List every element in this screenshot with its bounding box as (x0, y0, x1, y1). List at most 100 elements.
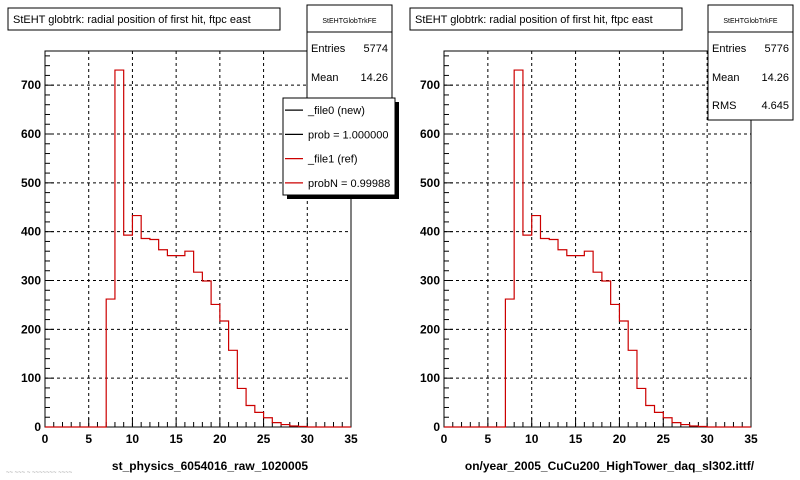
histogram-bin (611, 304, 620, 427)
x-tick-label: 25 (657, 432, 671, 446)
y-tick-label: 300 (21, 274, 41, 288)
histogram-bin (176, 256, 185, 427)
histogram-bin (132, 216, 141, 427)
y-tick-label: 500 (21, 176, 41, 190)
histogram-bin (663, 418, 672, 427)
x-tick-label: 25 (257, 432, 271, 446)
chart-panel-2: 0 5 10 15 20 25 30 35 0 100 200 300 400 500 600 700 StEH… (409, 4, 794, 473)
histogram-bin (540, 239, 549, 427)
histogram-bin (655, 412, 664, 427)
histogram-bin (141, 239, 150, 427)
histogram-bin (593, 272, 602, 427)
histogram-bin (532, 216, 541, 427)
x-tick-label: 15 (569, 432, 583, 446)
histogram-bin (246, 406, 255, 427)
stats-value: 14.26 (761, 72, 789, 84)
stats-box (306, 4, 393, 101)
histogram-bin-line (45, 69, 351, 428)
histogram-bin (523, 235, 532, 427)
histogram-bin (202, 281, 211, 427)
legend-entry-label: _file0 (new) (307, 105, 365, 117)
stats-title: StEHTGlobTrkFE (723, 18, 778, 25)
y-tick-label: 200 (21, 322, 41, 336)
legend-box (282, 97, 396, 196)
y-tick-label: 400 (21, 225, 41, 239)
histogram-bin-line (444, 69, 751, 428)
chart-title: StEHT globtrk: radial position of first … (415, 14, 653, 26)
y-tick-label: 300 (420, 274, 440, 288)
histogram-bin (558, 250, 567, 427)
x-tick-label: 0 (42, 432, 49, 446)
histogram-bin (514, 70, 523, 427)
y-tick-label: 600 (420, 127, 440, 141)
stats-value: 4.645 (761, 100, 789, 112)
histogram-bin (619, 321, 628, 427)
title-box (409, 7, 683, 31)
histogram-bin (681, 425, 690, 427)
x-tick-label: 20 (213, 432, 227, 446)
x-tick-label: 5 (85, 432, 92, 446)
stats-title: StEHTGlobTrkFE (322, 18, 377, 25)
histogram-bin (281, 425, 290, 427)
histogram-bin (637, 388, 646, 427)
stats-label: Mean (311, 72, 339, 84)
legend-entry-label: prob = 1.000000 (308, 129, 388, 141)
histogram-bin (602, 281, 611, 427)
y-tick-label: 700 (21, 78, 41, 92)
x-tick-label: 5 (485, 432, 492, 446)
stats-label: Entries (712, 43, 747, 55)
histogram-bin (272, 423, 281, 427)
y-tick-label: 500 (420, 176, 440, 190)
stats-label: Entries (311, 43, 346, 55)
y-tick-label: 0 (433, 420, 440, 434)
x-axis-label: st_physics_6054016_raw_1020005 (112, 459, 308, 473)
plot-frame (443, 50, 752, 428)
histogram-bin (584, 251, 593, 427)
histogram-bin (220, 321, 229, 427)
stats-value: 5774 (364, 43, 388, 55)
y-tick-label: 700 (420, 78, 440, 92)
y-tick-label: 200 (420, 322, 440, 336)
y-tick-label: 600 (21, 127, 41, 141)
histogram-bin (672, 423, 681, 427)
chart-panel-1: 0 5 10 15 20 25 30 35 0 100 200 300 400 500 600 700 StEH… (7, 4, 399, 473)
y-tick-label: 400 (420, 225, 440, 239)
stats-box (707, 4, 794, 121)
histogram-bin (185, 251, 194, 427)
chart-title: StEHT globtrk: radial position of first … (13, 14, 251, 26)
histogram-bin (124, 235, 133, 427)
stats-label: RMS (712, 100, 736, 112)
histogram-bin (229, 350, 238, 427)
histogram-bin (150, 239, 159, 427)
histogram-bin (194, 272, 203, 427)
histogram-bin (567, 256, 576, 427)
histogram-bin (106, 299, 115, 427)
stats-value: 5776 (765, 43, 789, 55)
x-tick-label: 0 (441, 432, 448, 446)
x-tick-label: 20 (613, 432, 627, 446)
y-tick-label: 0 (34, 420, 41, 434)
x-tick-label: 35 (344, 432, 358, 446)
histogram-bin (290, 426, 299, 427)
legend-entry-label: probN = 0.99988 (308, 178, 390, 190)
histogram-bin (167, 256, 176, 427)
histogram-bin (549, 239, 558, 427)
histogram-bin (237, 388, 246, 427)
title-box (7, 7, 281, 31)
histogram-bin (505, 299, 514, 427)
legend-entry-label: _file1 (ref) (307, 154, 358, 166)
x-axis-label: on/year_2005_CuCu200_HighTower_daq_sl302… (465, 459, 755, 473)
x-tick-label: 10 (525, 432, 539, 446)
histogram-bin (159, 250, 168, 427)
stats-label: Mean (712, 72, 740, 84)
histogram-series (45, 69, 351, 428)
x-tick-label: 10 (126, 432, 140, 446)
stats-value: 14.26 (360, 72, 388, 84)
histogram-bin (690, 426, 699, 427)
y-tick-label: 100 (420, 371, 440, 385)
histogram-bin (576, 256, 585, 427)
x-tick-label: 30 (700, 432, 714, 446)
histogram-bin (646, 406, 655, 427)
footer-note: ~~ ~~~ ~ ~~~~~~~ ~~~~ (6, 470, 73, 476)
